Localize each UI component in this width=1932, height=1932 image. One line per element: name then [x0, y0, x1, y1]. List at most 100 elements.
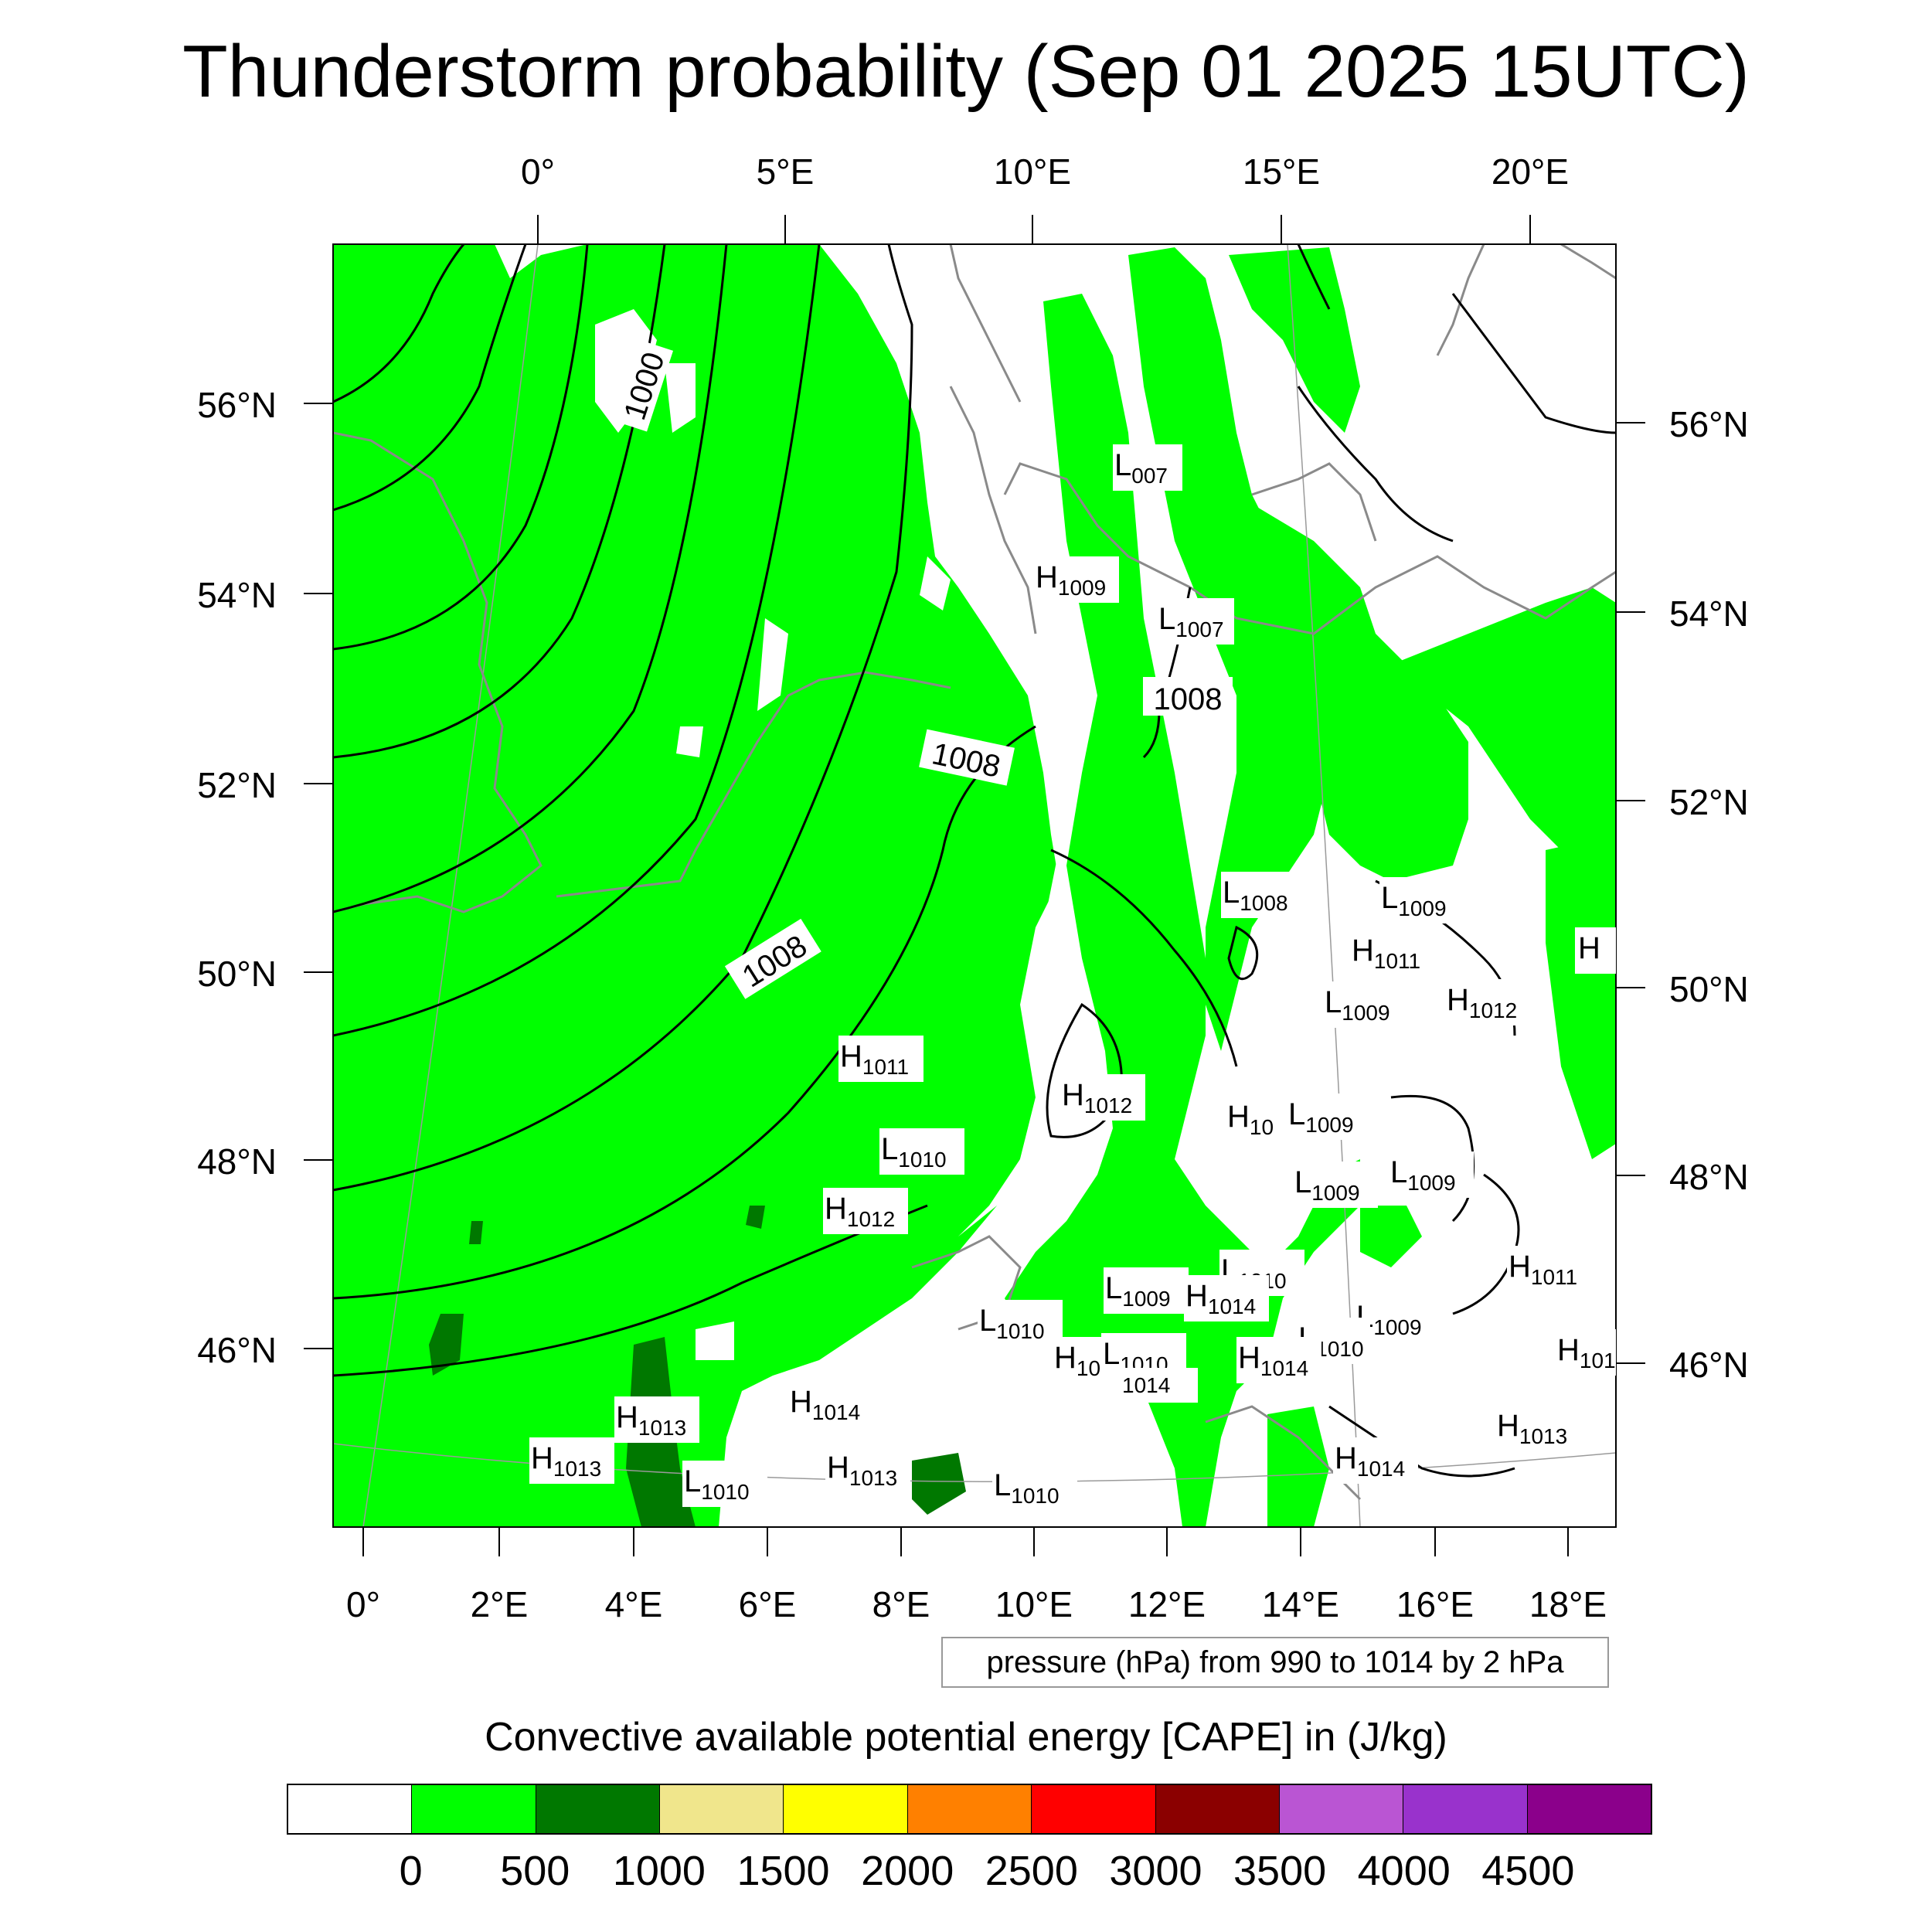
colorbar-cell	[288, 1785, 413, 1833]
svg-text:H1013: H1013	[1497, 1409, 1567, 1448]
pressure-center-label: H1014	[1333, 1437, 1418, 1484]
pressure-center-label: L1010	[992, 1464, 1077, 1511]
svg-text:1014: 1014	[1122, 1373, 1170, 1397]
svg-text:H1013: H1013	[531, 1441, 601, 1481]
svg-text:H1014: H1014	[790, 1385, 860, 1424]
right-lat-tick: 52°N	[1669, 782, 1749, 822]
right-lat-tick: 48°N	[1669, 1157, 1749, 1197]
svg-text:H1013: H1013	[616, 1400, 686, 1440]
colorbar-label: 2500	[985, 1848, 1078, 1894]
bottom-lon-tick: 0°	[346, 1584, 380, 1624]
svg-text:L1009: L1009	[1390, 1155, 1456, 1195]
svg-text:H101: H101	[1557, 1333, 1616, 1372]
svg-text:L1009: L1009	[1105, 1271, 1171, 1311]
svg-text:L007: L007	[1114, 448, 1168, 488]
svg-text:H10: H10	[1054, 1341, 1100, 1380]
svg-text:H1011: H1011	[840, 1039, 909, 1079]
svg-text:L1009: L1009	[1288, 1097, 1354, 1137]
colorbar-cell	[412, 1785, 536, 1833]
bottom-lon-tick: 14°E	[1262, 1584, 1339, 1624]
cape-colorbar	[287, 1784, 1652, 1835]
pressure-center-label: H1013	[614, 1396, 699, 1443]
top-lon-tick: 15°E	[1243, 151, 1320, 192]
pressure-center-label: H1013	[825, 1447, 910, 1493]
colorbar-label: 500	[500, 1848, 570, 1894]
colorbar-cell	[907, 1785, 1032, 1833]
left-lat-tick: 46°N	[197, 1330, 277, 1370]
pressure-info-box: pressure (hPa) from 990 to 1014 by 2 hPa	[941, 1637, 1609, 1688]
pressure-center-label: L1009	[1104, 1267, 1189, 1314]
bottom-lon-tick: 18°E	[1529, 1584, 1607, 1624]
left-lat-tick: 50°N	[197, 954, 277, 994]
tick-marks	[304, 215, 1645, 1556]
coastlines	[333, 244, 1616, 1501]
svg-text:H1012: H1012	[1062, 1078, 1132, 1117]
pressure-center-label: L1009	[1323, 981, 1408, 1028]
pressure-center-label: L1009	[1287, 1094, 1372, 1140]
right-lat-tick: 56°N	[1669, 404, 1749, 444]
top-lon-labels: 0° 5°E 10°E 15°E 20°E	[521, 151, 1569, 192]
pressure-center-label: L1010	[879, 1128, 964, 1175]
svg-text:H1014: H1014	[1185, 1279, 1256, 1318]
bottom-lon-tick: 10°E	[995, 1584, 1073, 1624]
pressure-center-label: H	[1575, 927, 1616, 974]
pressure-center-label: H1011	[1507, 1246, 1592, 1292]
pressure-center-label: H1014	[1236, 1337, 1321, 1383]
pressure-center-label: H1013	[1495, 1405, 1580, 1451]
svg-text:L1010: L1010	[994, 1468, 1060, 1508]
map-title: Thunderstorm probability (Sep 01 2025 15…	[182, 30, 1750, 113]
bottom-lon-tick: 12°E	[1128, 1584, 1206, 1624]
bottom-lon-tick: 16°E	[1396, 1584, 1474, 1624]
pressure-center-label: H1013	[529, 1437, 614, 1484]
bottom-lon-tick: 4°E	[605, 1584, 663, 1624]
colorbar-label: 1000	[612, 1848, 706, 1894]
pressure-center-label: L1009	[1379, 877, 1464, 923]
left-lat-tick: 52°N	[197, 765, 277, 805]
top-lon-tick: 10°E	[994, 151, 1071, 192]
colorbar-label: 0	[399, 1848, 423, 1894]
top-lon-tick: 5°E	[757, 151, 815, 192]
pressure-center-label: L1008	[1221, 872, 1306, 918]
pressure-center-label: H1012	[1445, 979, 1530, 1026]
svg-text:L1010: L1010	[684, 1464, 750, 1504]
pressure-center-label: H1012	[1060, 1074, 1145, 1121]
right-lat-tick: 50°N	[1669, 969, 1749, 1009]
pressure-center-label: H10	[1053, 1337, 1107, 1383]
svg-text:H1009: H1009	[1036, 560, 1106, 600]
svg-text:1008: 1008	[1154, 682, 1223, 716]
colorbar-label: 1500	[736, 1848, 830, 1894]
svg-text:H1014: H1014	[1238, 1341, 1308, 1380]
colorbar-label: 2000	[861, 1848, 954, 1894]
svg-text:H1014: H1014	[1335, 1441, 1405, 1481]
top-lon-tick: 20°E	[1492, 151, 1569, 192]
map-frame	[332, 243, 1617, 1528]
colorbar-label: 4500	[1481, 1848, 1575, 1894]
colorbar-label: 3000	[1109, 1848, 1202, 1894]
pressure-center-label: L1010	[1297, 1318, 1370, 1364]
left-lat-labels: 56°N 54°N 52°N 50°N 48°N 46°N	[197, 385, 277, 1370]
pressure-center-label: H1011	[1350, 930, 1435, 976]
svg-text:L1007: L1007	[1158, 602, 1224, 641]
bottom-lon-labels: 0° 2°E 4°E 6°E 8°E 10°E 12°E 14°E 16°E 1…	[346, 1584, 1607, 1624]
pressure-center-label: 1014	[1121, 1368, 1198, 1403]
pressure-centers: L007 H1009 L1007 L1008 L1009 H1011 H L10…	[529, 444, 1616, 1511]
svg-text:L1010: L1010	[881, 1132, 947, 1172]
left-lat-tick: 48°N	[197, 1141, 277, 1182]
svg-text:L1009: L1009	[1381, 881, 1447, 920]
contour-label: 1008	[1143, 677, 1233, 716]
pressure-center-label: L1010	[978, 1300, 1063, 1346]
svg-text:H1011: H1011	[1352, 934, 1420, 973]
svg-text:L1008: L1008	[1223, 876, 1288, 915]
bottom-lon-tick: 8°E	[872, 1584, 930, 1624]
right-lat-tick: 46°N	[1669, 1345, 1749, 1385]
colorbar-cell	[1403, 1785, 1528, 1833]
bottom-lon-tick: 6°E	[739, 1584, 797, 1624]
top-lon-tick: 0°	[521, 151, 555, 192]
colorbar-label: 3500	[1233, 1848, 1327, 1894]
pressure-center-label: L1007	[1157, 598, 1234, 645]
pressure-center-label: H1009	[1034, 556, 1119, 603]
pressure-center-label: L007	[1113, 444, 1182, 491]
pressure-center-label: L1009	[1293, 1162, 1378, 1208]
right-lat-labels: 56°N 54°N 52°N 50°N 48°N 46°N	[1669, 404, 1749, 1385]
